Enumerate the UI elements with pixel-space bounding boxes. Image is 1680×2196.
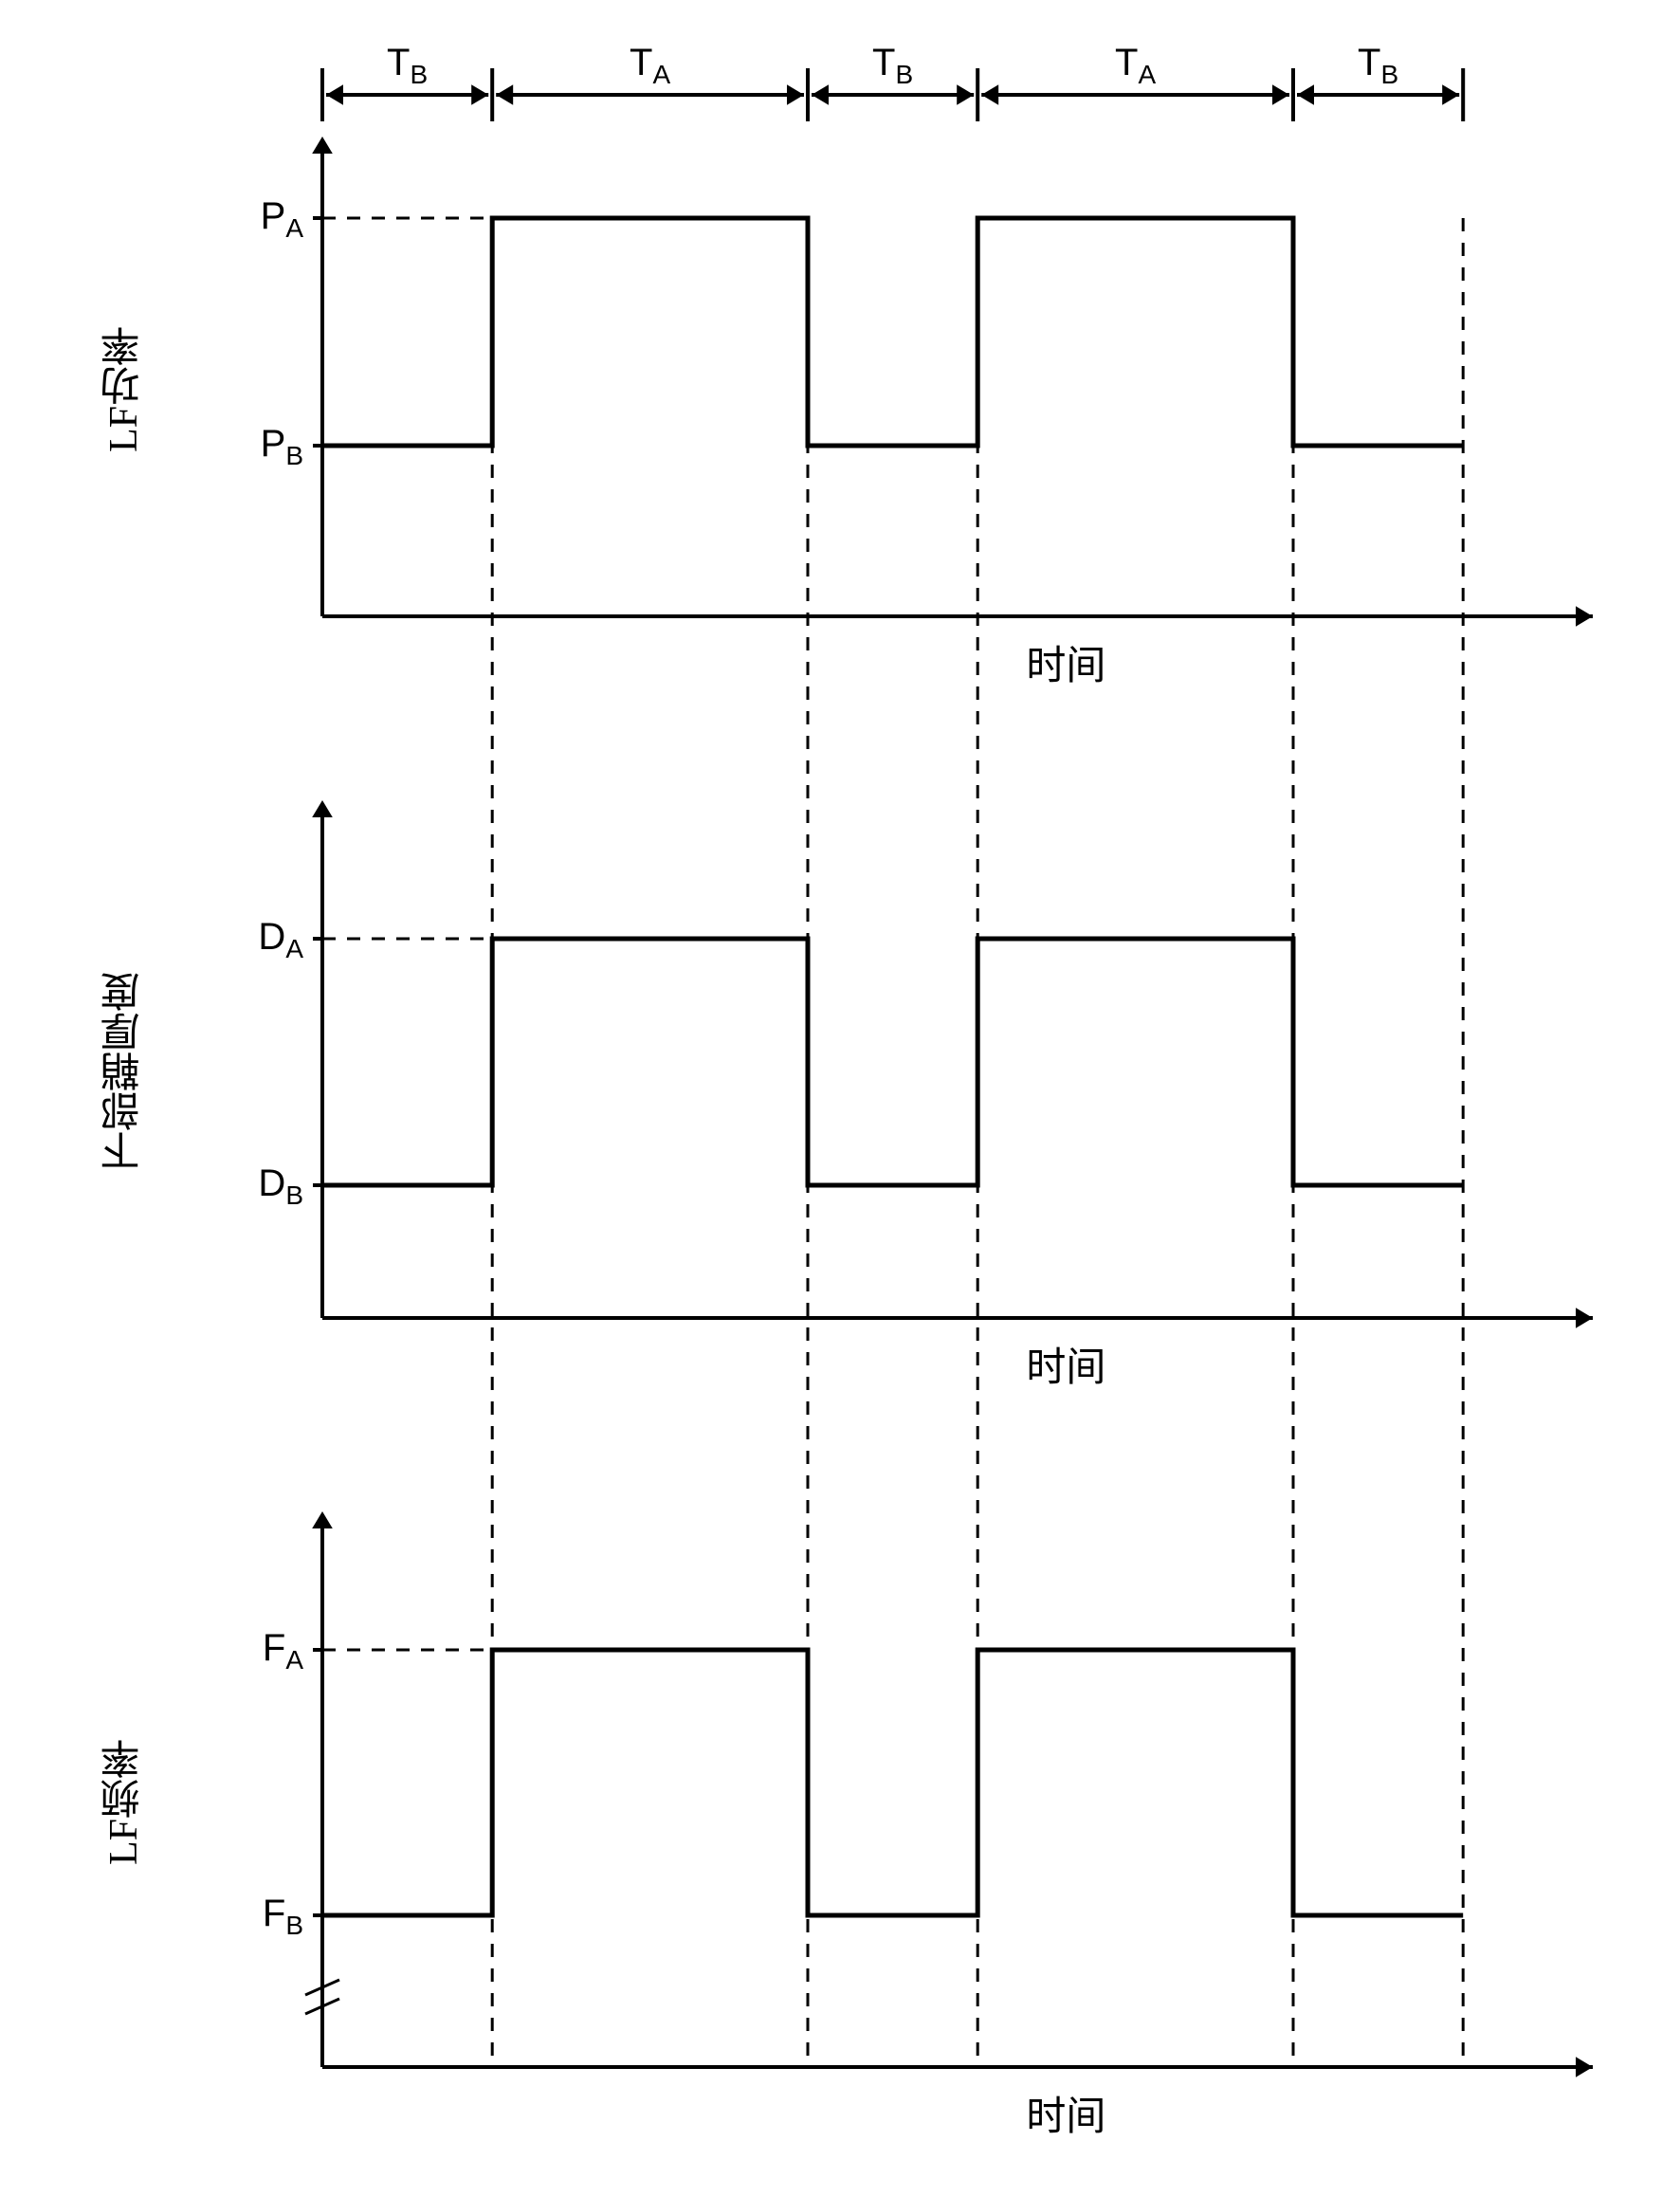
diagram-svg xyxy=(57,38,1621,2162)
ytitle-frequency: LF频率 xyxy=(95,1678,153,1925)
interval-label-0: TB xyxy=(370,42,446,90)
ytitle-thickness: 下部鞘厚度 xyxy=(95,948,153,1195)
interval-label-2: TB xyxy=(855,42,931,90)
xlabel-frequency: 时间 xyxy=(1026,2084,1105,2142)
interval-label-4: TB xyxy=(1341,42,1416,90)
xlabel-power: 时间 xyxy=(1026,633,1105,691)
ytitle-power: LF功率 xyxy=(95,265,153,512)
diagram-container: TBTATBTATBLF功率PAPB时间下部鞘厚度DADB时间LF频率FAFB时… xyxy=(57,38,1621,2162)
tick-high-power: PA xyxy=(218,195,303,244)
interval-label-3: TA xyxy=(1098,42,1174,90)
tick-high-thickness: DA xyxy=(218,916,303,964)
interval-label-1: TA xyxy=(612,42,688,90)
tick-high-frequency: FA xyxy=(218,1627,303,1675)
tick-low-thickness: DB xyxy=(218,1162,303,1211)
tick-low-power: PB xyxy=(218,423,303,471)
xlabel-thickness: 时间 xyxy=(1026,1335,1105,1393)
tick-low-frequency: FB xyxy=(218,1893,303,1941)
